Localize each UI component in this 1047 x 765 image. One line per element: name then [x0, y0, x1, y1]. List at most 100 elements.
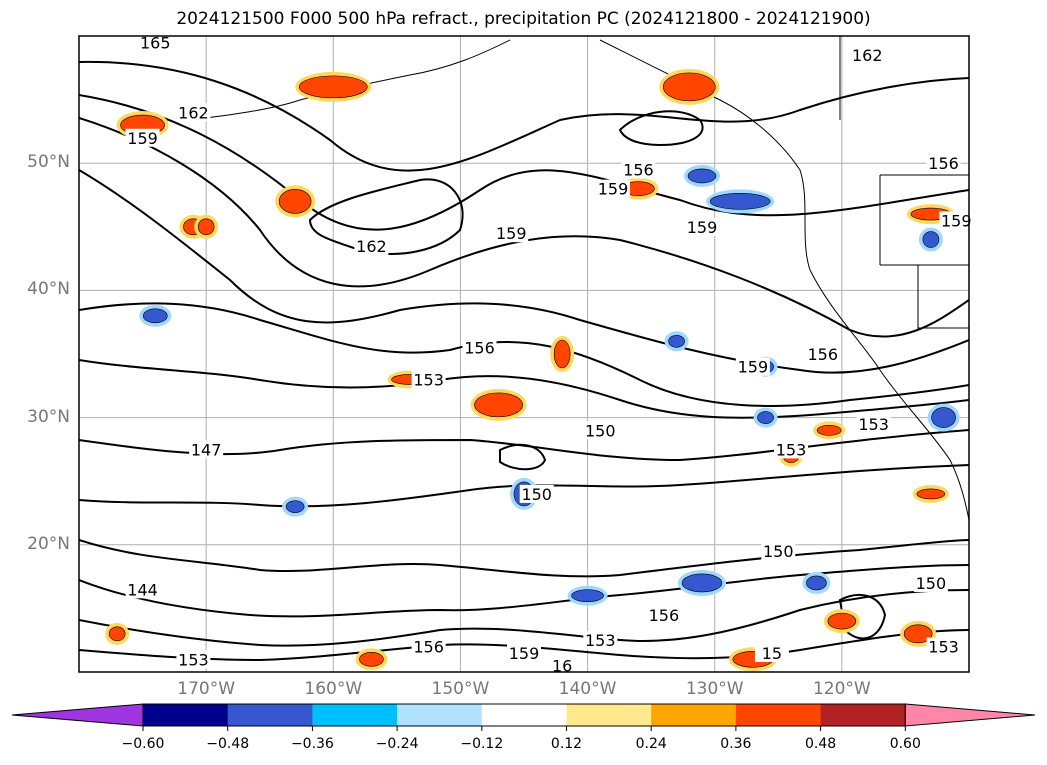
precip-cell — [816, 425, 842, 436]
contour-label: 159 — [738, 358, 769, 377]
contour-label: 156 — [928, 154, 959, 173]
contour-labels: 1651621591621561591591621591561591561591… — [125, 33, 974, 676]
colorbar-segment — [735, 704, 822, 726]
precip-cell — [359, 651, 384, 667]
colorbar-segment — [566, 704, 652, 726]
contour-label-bg — [805, 345, 840, 363]
contour-label: 15 — [762, 644, 782, 663]
contour-label-bg — [138, 33, 173, 52]
precip-cell — [916, 488, 946, 500]
contour-label: 153 — [858, 415, 889, 434]
contour-label-bg — [354, 236, 389, 255]
contour-label-bg — [176, 103, 211, 122]
contour-label: 162 — [178, 103, 209, 122]
colorbar-segment — [397, 704, 483, 726]
longitude-label: 170°W — [177, 679, 236, 699]
contour-label-bg — [913, 573, 948, 592]
contour-label-bg — [596, 179, 630, 198]
contour-label: 156 — [464, 339, 495, 358]
contour-label: 162 — [356, 237, 387, 256]
contour-label: 159 — [127, 129, 158, 148]
contour-label-bg — [125, 580, 160, 599]
longitude-label: 120°W — [812, 679, 871, 699]
contour-label-bg — [754, 643, 789, 662]
contour-label: 153 — [776, 440, 807, 459]
contour-label-bg — [494, 224, 529, 243]
precip-cell — [662, 72, 716, 102]
contour-label: 159 — [598, 180, 629, 199]
contour-label: 159 — [496, 224, 527, 243]
colorbar-tick-label: −0.12 — [460, 736, 504, 752]
colorbar — [11, 703, 1036, 731]
contour-label-bg — [735, 357, 770, 376]
contour-label-bg — [939, 211, 974, 230]
contour-label: 150 — [763, 542, 794, 561]
contour-label: 159 — [509, 644, 540, 663]
contour-label: 156 — [413, 638, 444, 657]
precip-cell — [903, 624, 933, 644]
contour-label-bg — [507, 643, 541, 662]
contour-label: 147 — [191, 440, 222, 459]
precip-cell — [681, 573, 723, 593]
precip-cell — [931, 407, 956, 428]
precip-cell — [571, 589, 604, 602]
colorbar-tick-label: 0.24 — [635, 736, 667, 752]
contour-label-bg — [685, 217, 719, 236]
precip-cell — [668, 334, 685, 348]
contour-label: 156 — [649, 606, 680, 625]
colorbar-tick-label: −0.24 — [375, 736, 419, 752]
colorbar-frame — [142, 703, 906, 727]
precip-cell — [278, 189, 312, 214]
contour-label-bg — [176, 650, 211, 669]
contour-label: 165 — [140, 33, 171, 52]
contour-label: 153 — [585, 631, 616, 650]
precip-cell — [108, 626, 126, 642]
latitude-label: 20°N — [27, 533, 70, 554]
contour-label-bg — [545, 656, 580, 675]
longitude-label: 150°W — [431, 679, 490, 699]
contour-label-bg — [189, 440, 224, 459]
longitude-label: 130°W — [685, 679, 744, 699]
precip-cell — [298, 75, 368, 99]
precip-cell — [142, 308, 168, 324]
contour-label: 16 — [552, 657, 572, 676]
precip-cell — [474, 392, 523, 418]
colorbar-tick-label: 0.12 — [550, 736, 583, 752]
latitude-label: 40°N — [27, 279, 70, 300]
contour-label: 150 — [585, 421, 616, 440]
contour-label-bg — [646, 605, 681, 624]
contour-label-bg — [761, 542, 796, 561]
contour-label: 153 — [178, 650, 209, 669]
contour-label-bg — [621, 160, 656, 179]
colorbar-segment — [143, 704, 229, 726]
map-frame — [78, 35, 970, 673]
colorbar-segment — [227, 704, 313, 726]
contour-label-bg — [850, 46, 885, 65]
colorbar-segment — [481, 704, 567, 726]
contour-label: 159 — [687, 218, 718, 237]
contour-label-bg — [583, 421, 618, 440]
precip-cell — [197, 218, 215, 236]
contour-label: 150 — [916, 574, 947, 593]
precip-cell — [553, 339, 571, 369]
precip-cell — [757, 411, 774, 424]
colorbar-tick-label: 0.48 — [805, 736, 837, 752]
contour-label-bg — [519, 484, 554, 503]
contour-label: 153 — [928, 638, 959, 657]
contour-label-bg — [583, 631, 618, 650]
colorbar-segment — [651, 704, 737, 726]
colorbar-tick-label: 0.60 — [889, 736, 921, 752]
contour-label-bg — [926, 637, 961, 656]
contour-label-bg — [856, 414, 891, 433]
colorbar-tick-label: −0.48 — [206, 736, 250, 752]
contour-label: 156 — [623, 161, 654, 180]
contour-label-bg — [774, 440, 808, 459]
precip-cell — [285, 500, 305, 513]
precip-cell — [709, 193, 771, 210]
precip-cell — [806, 575, 827, 591]
longitude-label: 140°W — [558, 679, 617, 699]
latitude-label: 50°N — [27, 152, 70, 173]
colorbar-extend — [904, 703, 1036, 727]
colorbar-segment — [820, 704, 906, 726]
contour-label-bg — [411, 637, 446, 656]
